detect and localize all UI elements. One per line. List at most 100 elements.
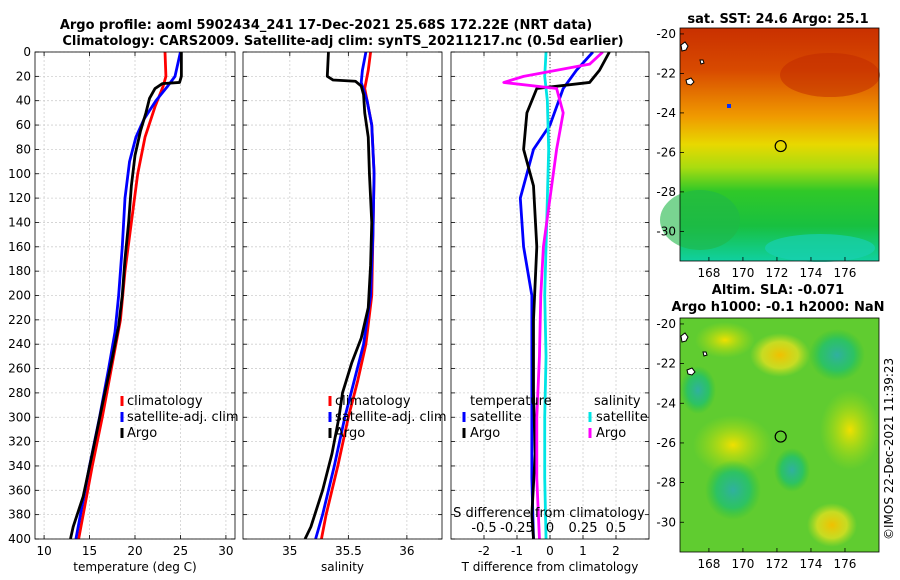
map-x-tick-label: 174: [800, 557, 823, 571]
x-tick-label: -2: [478, 544, 490, 558]
y-tick-label: 80: [16, 142, 31, 156]
plot-frame: [450, 51, 650, 540]
sla-low: [680, 366, 716, 414]
y-tick-label: 240: [8, 337, 31, 351]
plot-frame: [242, 51, 443, 540]
x-tick-label: 36: [399, 544, 414, 558]
map-x-tick-label: 168: [697, 557, 720, 571]
legend-label: climatology: [127, 394, 203, 409]
sla-high: [820, 390, 880, 470]
plot-frame: [34, 51, 236, 540]
y-tick-label: 0: [23, 45, 31, 59]
salinity-panel: 35 35.5 36 salinity climatologysatellite-adj…: [242, 51, 447, 574]
x-tick-label: 20: [127, 544, 142, 558]
x-tick-label: 15: [82, 544, 97, 558]
series-group: [69, 52, 183, 539]
legend-label: climatology: [335, 394, 411, 409]
map-y-tick-label: -28: [656, 185, 676, 199]
sla-map-frame: [679, 317, 880, 553]
temperature-panel: 0 20 40 60 80 100 120 140 160 180 200 220 240 260 280 3…: [8, 45, 239, 574]
sst-map-title: sat. SST: 24.6 Argo: 25.1: [687, 12, 868, 27]
series-line-t-argo: [522, 52, 611, 539]
y-tick-label: 360: [8, 483, 31, 497]
island-shape: [702, 351, 708, 357]
map-y-tick-label: -20: [656, 27, 676, 41]
island-shape: [680, 41, 689, 52]
map-x-tick-label: 176: [834, 557, 857, 571]
y-tick-label: 140: [8, 215, 31, 229]
legend-label: satellite: [596, 410, 648, 425]
y-tick-label: 180: [8, 264, 31, 278]
y-tick-label: 200: [8, 289, 31, 303]
map-y-tick-label: -22: [656, 66, 676, 80]
x-axis-label: T difference from climatology: [461, 560, 639, 574]
map-y-tick-label: -26: [656, 436, 676, 450]
sla-high: [693, 415, 773, 475]
series-group: [303, 52, 376, 539]
x-tick-label: 2: [612, 544, 620, 558]
sla-high: [750, 333, 810, 377]
x-tick-label: 10: [36, 544, 51, 558]
sla-high: [695, 322, 755, 358]
map-y-tick-label: -22: [656, 357, 676, 371]
sla-map-title-2: Argo h1000: -0.1 h2000: NaN: [671, 300, 884, 315]
series-line-climatology: [77, 52, 168, 539]
y-tick-label: 280: [8, 386, 31, 400]
map-y-tick-label: -28: [656, 476, 676, 490]
sla-islands: [680, 332, 708, 376]
x-axis-label: temperature (deg C): [73, 560, 196, 574]
map-x-tick-label: 174: [800, 266, 823, 280]
map-y-tick-label: -30: [656, 515, 676, 529]
x-tick-label: 30: [218, 544, 233, 558]
x-tick-label: 35: [282, 544, 297, 558]
legend-header-temperature: temperature: [470, 394, 552, 409]
map-x-tick-label: 176: [834, 266, 857, 280]
series-line-t-satellite: [518, 52, 594, 539]
legend-label: satellite-adj. clim: [335, 410, 447, 425]
sst-map: 168 170 172 174 176 -20 -22 -24 -26 -28 -30: [656, 27, 880, 280]
map-x-tick-label: 170: [731, 266, 754, 280]
y-tick-label: 40: [16, 94, 31, 108]
legend-label: Argo: [470, 426, 500, 441]
y-tick-label: 400: [8, 532, 31, 546]
sst-islands: [680, 41, 731, 108]
legend-label: satellite: [470, 410, 522, 425]
title-line-1: Argo profile: aoml 5902434_241 17-Dec-20…: [60, 18, 592, 33]
island-shape: [699, 59, 705, 65]
map-y-tick-label: -20: [656, 317, 676, 331]
map-y-tick-label: -24: [656, 396, 676, 410]
sst-patch: [780, 53, 880, 97]
sla-low: [809, 329, 865, 381]
y-tick-label: 160: [8, 240, 31, 254]
series-line-argo: [303, 52, 374, 539]
top-axis-label: S difference from climatology: [453, 506, 645, 521]
map-x-tick-label: 172: [765, 266, 788, 280]
legend-header-salinity: salinity: [594, 394, 641, 409]
sst-map-axes: 168 170 172 174 176 -20 -22 -24 -26 -28 -30: [656, 27, 856, 280]
map-y-tick-label: -24: [656, 106, 676, 120]
sla-map-title-1: Altim. SLA: -0.071: [712, 283, 844, 298]
top-axis-tick-label: 0.25: [569, 521, 598, 536]
island-shape: [680, 332, 689, 343]
top-axis-tick-label: 0: [546, 521, 554, 536]
sst-patch: [765, 234, 875, 262]
sst-pixel: [727, 104, 731, 108]
y-tick-label: 320: [8, 435, 31, 449]
x-tick-label: 25: [173, 544, 188, 558]
top-axis-tick-label: -0.5: [471, 521, 496, 536]
sla-low: [705, 460, 761, 520]
sla-map: 168 170 172 174 176 -20 -22 -24 -26 -28 -30: [656, 317, 880, 571]
difference-panel: -2 -1 0 1 2 T difference from climatology temp…: [450, 51, 650, 574]
title-line-2: Climatology: CARS2009. Satellite-adj cli…: [62, 34, 623, 49]
series-line-s-satellite: [543, 52, 551, 539]
x-tick-label: 0: [546, 544, 554, 558]
series-line-s-argo: [502, 52, 604, 539]
y-tick-label: 100: [8, 167, 31, 181]
x-tick-label: 1: [579, 544, 587, 558]
x-tick-label: -1: [511, 544, 523, 558]
y-tick-label: 260: [8, 362, 31, 376]
sla-low: [774, 448, 810, 492]
sst-patch: [660, 190, 740, 250]
argo-position-marker: [774, 139, 787, 153]
